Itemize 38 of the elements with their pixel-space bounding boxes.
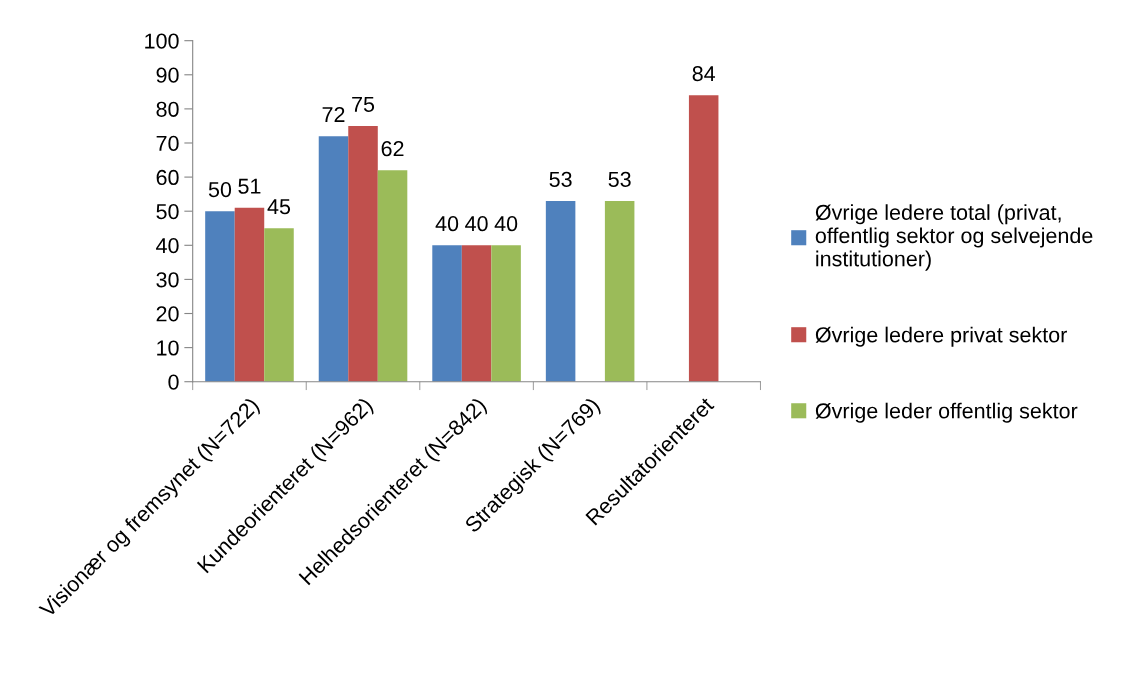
y-tick-label: 90 [156,67,179,83]
bar [205,211,235,382]
data-label: 40 [494,216,518,232]
bar [432,245,462,382]
y-tick-label: 50 [156,203,179,220]
bar [318,136,349,382]
y-tick-label: 10 [157,340,179,356]
data-label: 51 [238,178,261,194]
y-tick-label: 40 [156,238,179,254]
y-tick-label: 80 [156,101,179,117]
bar [377,170,408,382]
data-label: 75 [352,96,375,112]
y-tick-label: 100 [145,33,179,49]
bar [491,245,521,382]
bar [348,125,378,382]
bar [461,245,492,382]
data-label: 40 [465,216,488,232]
y-tick-label: 30 [156,272,179,288]
data-label: 53 [549,171,572,187]
data-label: 53 [608,171,631,187]
y-tick-label: 0 [168,374,179,390]
data-label: 45 [267,199,291,215]
bar [688,95,719,382]
data-label: 62 [381,141,404,157]
legend-label: Øvrige leder offentlig sektor [815,402,1078,423]
data-label: 50 [208,181,232,198]
data-label: 84 [692,66,716,82]
bar [264,228,294,382]
y-tick-label: 20 [156,306,179,322]
data-label: 40 [435,216,459,232]
y-tick-label: 60 [156,169,179,186]
bar [604,200,635,382]
bar [234,207,265,382]
y-tick-label: 70 [156,135,179,151]
legend-label: Øvrige ledere total (privat, offentlig sektor og selvejende institutioner) [815,204,1093,271]
legend-label: Øvrige ledere privat sektor [815,326,1067,347]
data-label: 72 [322,106,345,122]
bar [545,200,576,382]
